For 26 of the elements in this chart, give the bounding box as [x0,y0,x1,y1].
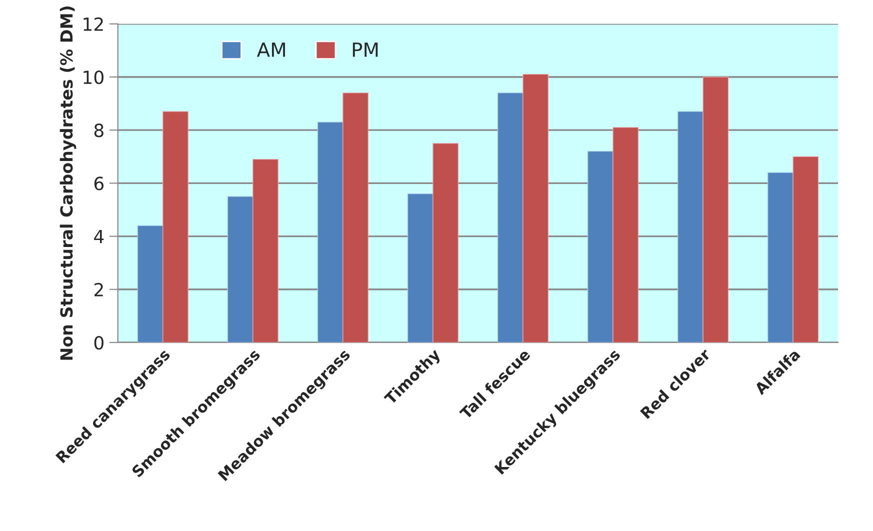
bar [252,158,278,342]
y-tick-label: 0 [94,336,104,350]
bar [768,172,794,342]
y-tick-label: 6 [94,176,104,190]
bar [612,127,639,342]
bar [497,92,524,342]
legend-label: AM [256,42,285,57]
bar [587,150,614,342]
y-tick-label: 10 [84,70,104,84]
bar [227,196,254,342]
bar [522,74,549,342]
bar [162,111,188,342]
bar [432,143,459,342]
bar [137,225,164,342]
y-tick-label: 2 [94,282,103,296]
legend-label: PM [352,42,378,57]
y-axis-title: Non Structural Carbohydrates (% DM) [60,6,76,360]
y-tick-label: 4 [94,230,104,244]
bar [702,76,729,342]
y-tick-label: 12 [84,17,103,31]
bar [407,193,434,342]
bar [342,92,368,342]
bar [792,156,819,342]
bar [677,111,704,342]
y-tick-label: 8 [94,124,104,138]
bar [317,122,344,342]
